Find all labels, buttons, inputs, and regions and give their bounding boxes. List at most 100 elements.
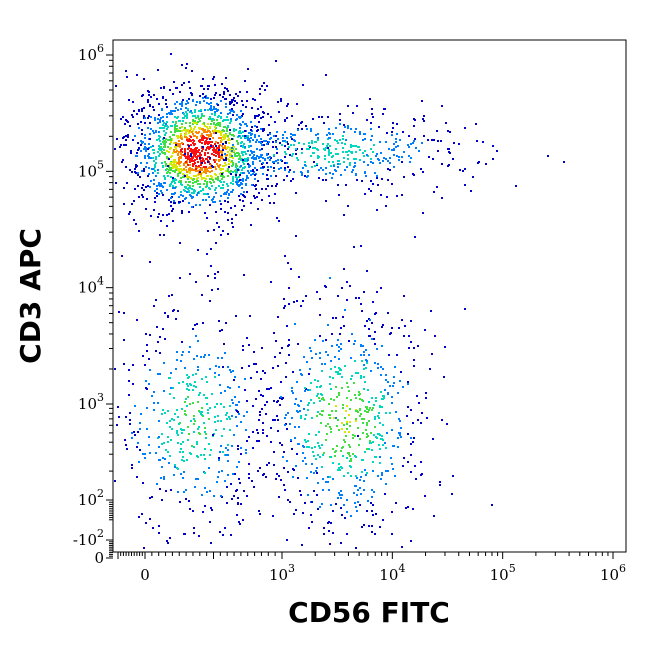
- event-dot: [351, 171, 353, 173]
- event-dot: [328, 128, 330, 130]
- event-dot: [348, 340, 350, 342]
- event-dot: [160, 143, 162, 145]
- event-dot: [298, 426, 300, 428]
- event-dot: [322, 169, 324, 171]
- event-dot: [200, 454, 202, 456]
- event-dot: [254, 117, 256, 119]
- event-dot: [231, 415, 233, 417]
- event-dot: [328, 489, 330, 491]
- event-dot: [241, 169, 243, 171]
- event-dot: [265, 188, 267, 190]
- event-dot: [370, 502, 372, 504]
- event-dot: [284, 255, 286, 257]
- event-dot: [280, 167, 282, 169]
- event-dot: [317, 149, 319, 151]
- event-dot: [353, 343, 355, 345]
- event-dot: [149, 497, 151, 499]
- event-dot: [350, 146, 352, 148]
- event-dot: [327, 147, 329, 149]
- event-dot: [215, 178, 217, 180]
- event-dot: [238, 176, 240, 178]
- event-dot: [235, 93, 237, 95]
- event-dot: [172, 185, 174, 187]
- event-dot: [368, 188, 370, 190]
- event-dot: [197, 121, 199, 123]
- event-dot: [287, 471, 289, 473]
- event-dot: [354, 131, 356, 133]
- event-dot: [244, 135, 246, 137]
- event-dot: [223, 428, 225, 430]
- event-dot: [372, 407, 374, 409]
- event-dot: [213, 151, 215, 153]
- event-dot: [410, 157, 412, 159]
- event-dot: [164, 134, 166, 136]
- event-dot: [316, 415, 318, 417]
- event-dot: [372, 301, 374, 303]
- event-dot: [183, 117, 185, 119]
- event-dot: [355, 410, 357, 412]
- event-dot: [337, 339, 339, 341]
- event-dot: [308, 148, 310, 150]
- event-dot: [195, 335, 197, 337]
- event-dot: [304, 175, 306, 177]
- event-dot: [299, 490, 301, 492]
- event-dot: [325, 339, 327, 341]
- event-dot: [221, 152, 223, 154]
- event-dot: [420, 474, 422, 476]
- event-dot: [151, 395, 153, 397]
- event-dot: [208, 134, 210, 136]
- event-dot: [321, 414, 323, 416]
- event-dot: [219, 131, 221, 133]
- event-dot: [355, 372, 357, 374]
- event-dot: [273, 464, 275, 466]
- event-dot: [313, 161, 315, 163]
- event-dot: [350, 151, 352, 153]
- event-dot: [161, 162, 163, 164]
- event-dot: [372, 162, 374, 164]
- event-dot: [190, 153, 192, 155]
- event-dot: [268, 388, 270, 390]
- event-dot: [339, 119, 341, 121]
- event-dot: [204, 143, 206, 145]
- event-dot: [190, 128, 192, 130]
- event-dot: [232, 162, 234, 164]
- event-dot: [340, 450, 342, 452]
- event-dot: [183, 82, 185, 84]
- event-dot: [307, 170, 309, 172]
- event-dot: [193, 532, 195, 534]
- event-dot: [180, 108, 182, 110]
- event-dot: [213, 108, 215, 110]
- event-dot: [193, 358, 195, 360]
- event-dot: [134, 405, 136, 407]
- event-dot: [394, 366, 396, 368]
- event-dot: [303, 408, 305, 410]
- event-dot: [201, 128, 203, 130]
- event-dot: [340, 348, 342, 350]
- event-dot: [258, 135, 260, 137]
- event-dot: [309, 368, 311, 370]
- event-dot: [224, 480, 226, 482]
- event-dot: [137, 149, 139, 151]
- event-dot: [181, 354, 183, 356]
- event-dot: [296, 453, 298, 455]
- event-dot: [177, 116, 179, 118]
- event-dot: [324, 363, 326, 365]
- event-dot: [220, 234, 222, 236]
- event-dot: [121, 161, 123, 163]
- event-dot: [356, 179, 358, 181]
- event-dot: [234, 155, 236, 157]
- event-dot: [153, 183, 155, 185]
- event-dot: [429, 368, 431, 370]
- event-dot: [192, 402, 194, 404]
- event-dot: [337, 166, 339, 168]
- event-dot: [180, 428, 182, 430]
- event-dot: [163, 175, 165, 177]
- event-dot: [225, 414, 227, 416]
- event-dot: [180, 194, 182, 196]
- event-dot: [360, 413, 362, 415]
- event-dot: [227, 113, 229, 115]
- event-dot: [168, 295, 170, 297]
- event-dot: [218, 115, 220, 117]
- event-dot: [344, 169, 346, 171]
